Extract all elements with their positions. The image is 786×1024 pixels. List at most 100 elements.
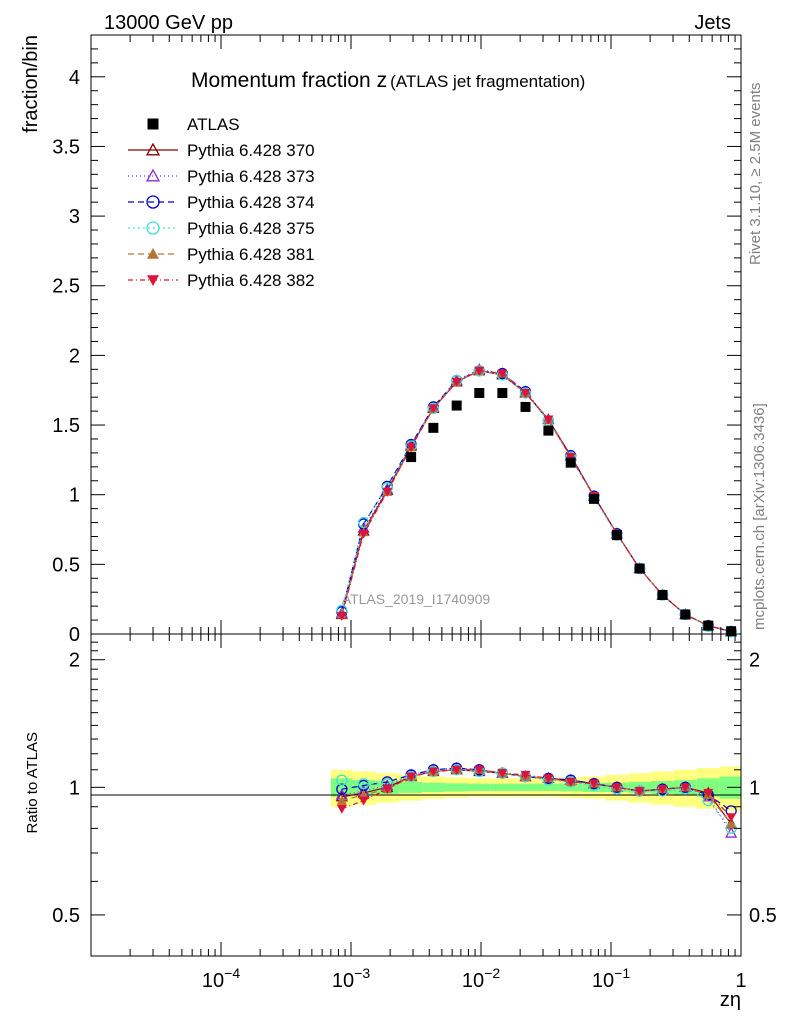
x-axis-label: zη: [720, 989, 741, 1011]
ratio-point-4: [336, 774, 348, 786]
atlas-data-point: [634, 563, 645, 574]
band-inner-bin: [513, 783, 537, 792]
legend: ATLAS Pythia 6.428 370 Pythia 6.428 373 Pyt…: [128, 115, 315, 290]
band-inner-bin: [467, 783, 491, 792]
y-tick-label: 4: [69, 67, 80, 89]
series-line-3: [341, 370, 732, 633]
atlas-data-point: [543, 425, 554, 436]
band-inner-bin: [330, 778, 353, 797]
ratio-point-3: [336, 783, 348, 795]
rivet-version-label: Rivet 3.1.10, ≥ 2.5M events: [747, 83, 764, 266]
series-point-6: [520, 389, 531, 399]
ratio-tick-label-left: 1: [69, 777, 80, 799]
y-tick-label: 0: [69, 624, 80, 646]
ratio-tick-label-right: 1: [749, 777, 760, 799]
ratio-panel: 0.5 0.5 1 1 2 2 10−4 10−3 10−2 10−1 1: [52, 633, 777, 992]
legend-marker-5: [147, 248, 159, 259]
ratio-data-layer: [335, 761, 738, 838]
series-point-6: [336, 611, 347, 621]
ratio-y-axis: 0.5 0.5 1 1 2 2: [52, 633, 777, 957]
legend-label-1: Pythia 6.428 370: [187, 141, 315, 160]
atlas-data-point: [497, 388, 508, 399]
ratio-tick-label-right: 2: [749, 650, 760, 672]
y-tick-label: 1.5: [52, 415, 80, 437]
atlas-data-point: [520, 401, 531, 412]
atlas-data-point: [680, 609, 691, 620]
series-point-6: [382, 487, 393, 497]
series-point-6: [497, 369, 508, 379]
main-y-axis: 0 0.5 1 1.5 2 2.5 3 3.5 4: [52, 48, 741, 646]
atlas-data-point: [611, 530, 622, 541]
legend-label-6: Pythia 6.428 382: [187, 271, 315, 290]
series-point-6: [451, 377, 462, 387]
band-inner-bin: [399, 781, 423, 793]
legend-label-atlas: ATLAS: [187, 115, 240, 134]
series-point-6: [474, 366, 485, 376]
atlas-data-point: [589, 493, 600, 504]
ratio-point-6: [474, 765, 485, 775]
y-tick-label: 3: [69, 206, 80, 228]
legend-label-4: Pythia 6.428 375: [187, 219, 315, 238]
y-tick-label: 3.5: [52, 136, 80, 158]
ratio-point-4: [357, 778, 370, 790]
legend-marker-atlas: [147, 118, 159, 130]
chart-subtitle: (ATLAS jet fragmentation): [390, 72, 585, 91]
band-inner-bin: [445, 783, 468, 792]
atlas-data-point: [406, 452, 417, 463]
process-label: Jets: [694, 12, 731, 34]
series-point-6: [358, 529, 369, 539]
ratio-point-6: [565, 777, 576, 787]
ratio-point-6: [406, 772, 417, 782]
ratio-point-6: [611, 783, 622, 793]
ratio-line-4: [341, 769, 732, 829]
ratio-point-6: [726, 813, 737, 823]
legend-marker-2: [145, 168, 161, 182]
series-point-6: [428, 404, 439, 414]
beam-label: 13000 GeV pp: [104, 12, 233, 34]
x-axis: 10−4 10−3 10−2 10−1 1: [90, 634, 747, 992]
y-tick-label: 1: [69, 485, 80, 507]
ratio-line-6: [341, 769, 732, 818]
ratio-tick-label-right: 0.5: [749, 905, 777, 927]
legend-label-3: Pythia 6.428 374: [187, 193, 315, 212]
source-label: mcplots.cern.ch [arXiv:1306.3436]: [751, 403, 768, 630]
ratio-tick-label-left: 2: [69, 650, 80, 672]
ratio-point-6: [589, 779, 600, 789]
atlas-data-point: [703, 620, 714, 631]
legend-marker-4: [146, 221, 160, 235]
y-tick-label: 2: [69, 345, 80, 367]
y-axis-label: fraction/bin: [20, 35, 42, 133]
atlas-data-point: [657, 589, 668, 600]
ratio-point-6: [358, 796, 369, 806]
ratio-point-5: [726, 818, 737, 828]
x-tick-label: 10−4: [202, 965, 240, 992]
legend-marker-1: [145, 142, 161, 156]
ratio-point-6: [428, 767, 439, 777]
series-point-6: [406, 443, 417, 453]
ratio-point-6: [634, 787, 645, 797]
ratio-point-6: [543, 774, 554, 784]
atlas-data-point: [726, 626, 737, 637]
legend-label-2: Pythia 6.428 373: [187, 167, 315, 186]
ratio-line-5: [341, 769, 732, 825]
legend-marker-3: [146, 195, 160, 209]
x-tick-label: 10−1: [592, 965, 630, 992]
ratio-point-6: [703, 788, 714, 798]
x-tick-label: 10−2: [462, 965, 500, 992]
atlas-data-point: [428, 422, 439, 433]
legend-label-5: Pythia 6.428 381: [187, 245, 315, 264]
ratio-point-5: [336, 795, 347, 805]
y-tick-label: 2.5: [52, 276, 80, 298]
atlas-data-point: [451, 400, 462, 411]
main-x-ticks: [90, 35, 742, 634]
atlas-data-point: [565, 457, 576, 468]
band-inner-bin: [536, 783, 560, 792]
chart-title-main: Momentum fraction z: [191, 69, 387, 92]
ratio-point-6: [680, 783, 691, 793]
band-inner-bin: [422, 782, 446, 792]
ratio-point-6: [336, 804, 347, 814]
ratio-y-axis-label: Ratio to ATLAS: [24, 732, 41, 833]
ratio-point-6: [451, 765, 462, 775]
